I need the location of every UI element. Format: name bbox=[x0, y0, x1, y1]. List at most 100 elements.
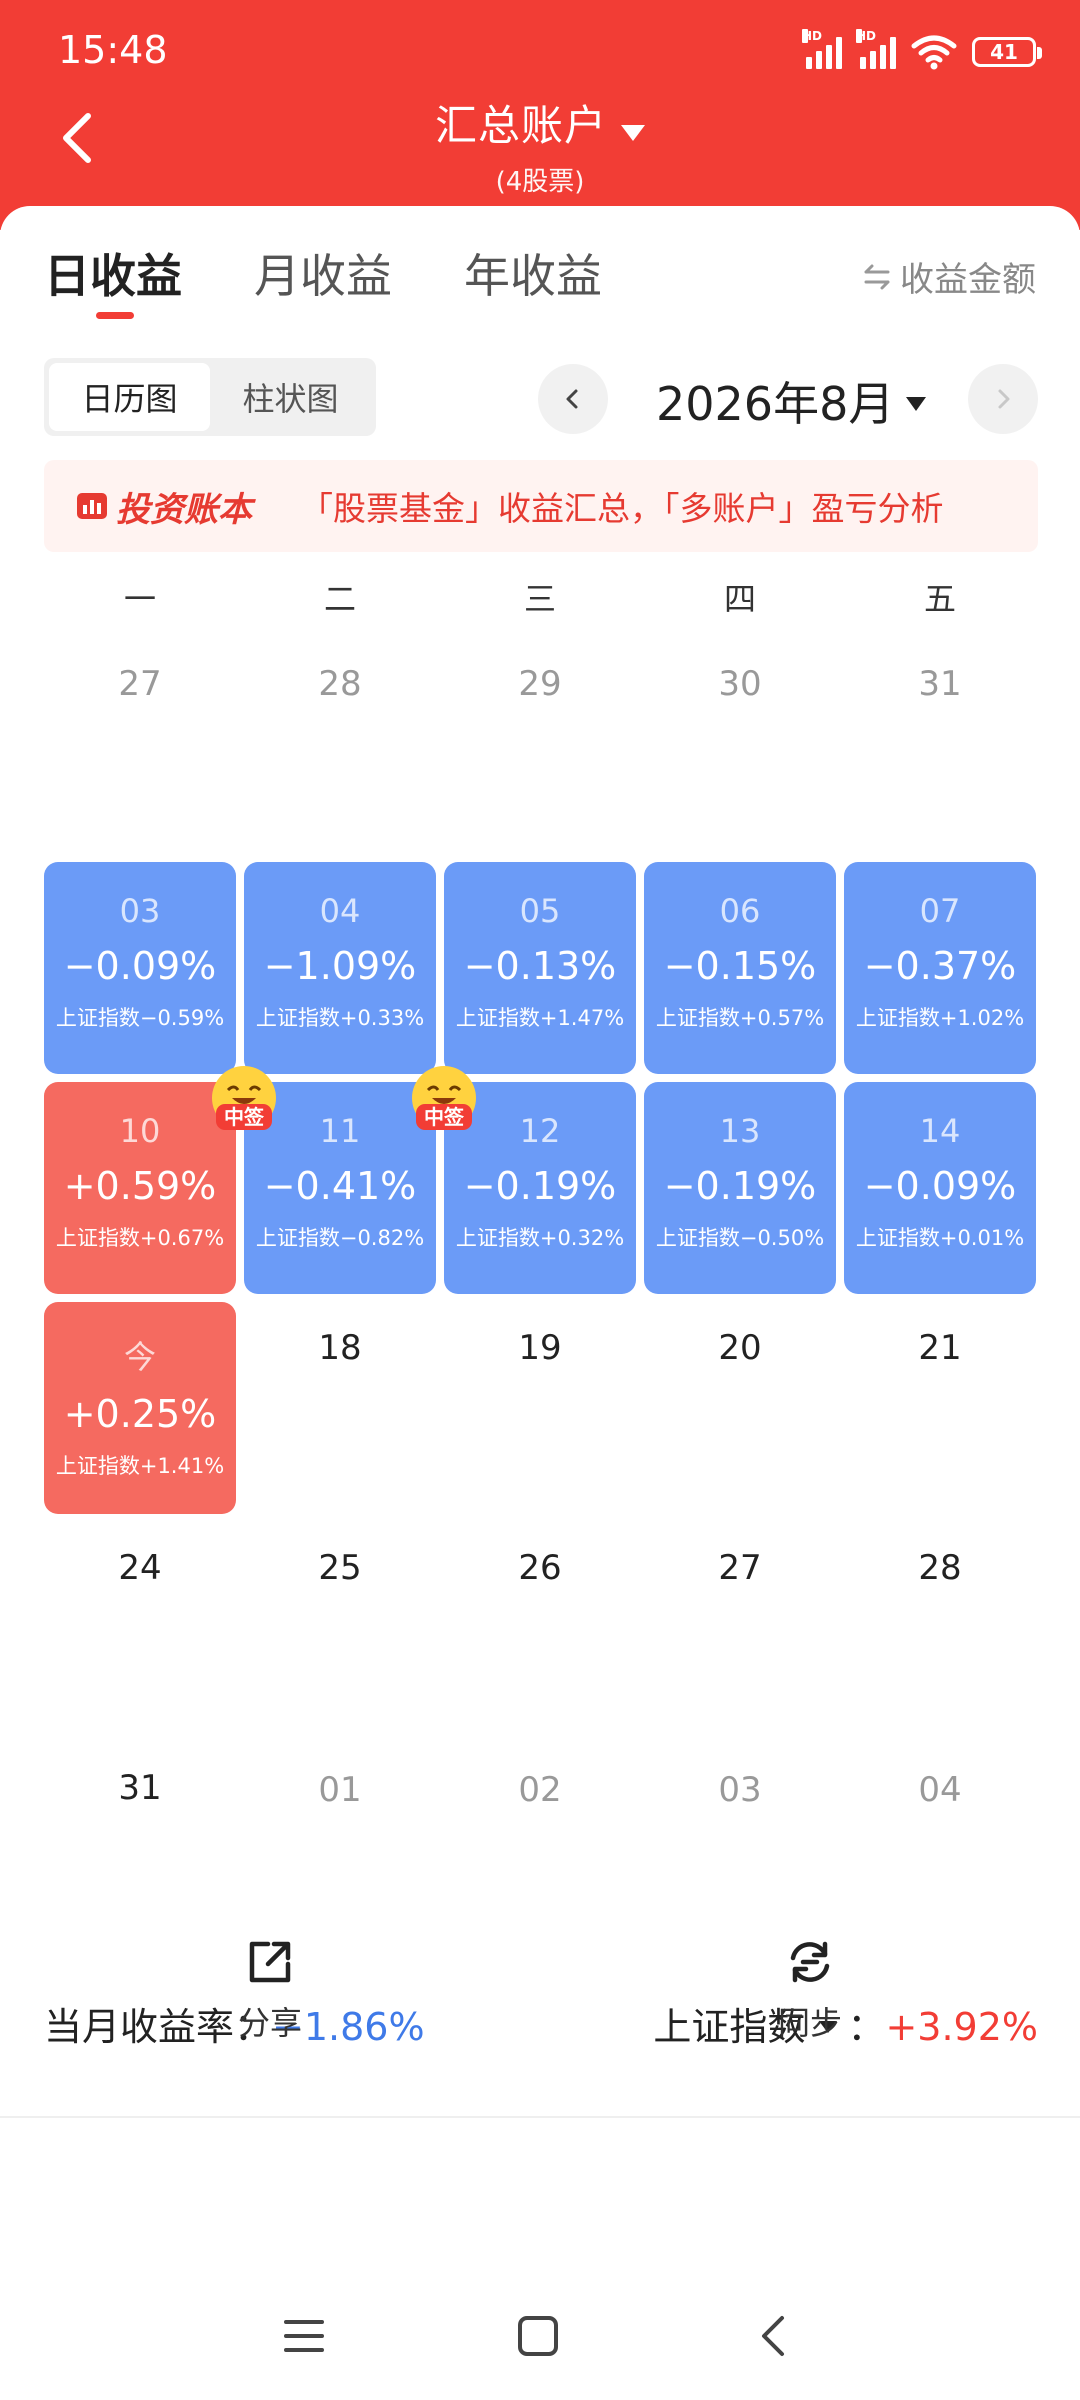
calendar-day-cell[interactable]: 03 bbox=[644, 1742, 836, 1954]
index-change: 上证指数+1.41% bbox=[55, 1454, 225, 1478]
calendar-day-cell[interactable]: 11 −0.41% 上证指数−0.82% bbox=[244, 1082, 436, 1294]
day-return: −0.13% bbox=[463, 944, 617, 988]
index-change: 上证指数+1.47% bbox=[455, 1006, 625, 1030]
tab-monthly[interactable]: 月收益 bbox=[254, 249, 392, 303]
monthly-summary: 当月收益率：−1.86% 上证指数 ：+3.92% bbox=[44, 1996, 1038, 2056]
calendar-day-cell[interactable]: 18 bbox=[244, 1302, 436, 1514]
calendar-day-cell[interactable]: 今 +0.25% 上证指数+1.41% bbox=[44, 1302, 236, 1514]
view-calendar-button[interactable]: 日历图 bbox=[49, 363, 210, 431]
calendar-day-cell[interactable]: 12 −0.19% 上证指数+0.32% bbox=[444, 1082, 636, 1294]
day-number: 18 bbox=[318, 1328, 362, 1368]
share-icon bbox=[249, 1941, 291, 1983]
tab-yearly[interactable]: 年收益 bbox=[464, 249, 602, 303]
calendar-day-cell[interactable]: 04 bbox=[844, 1742, 1036, 1954]
next-month-button[interactable] bbox=[968, 364, 1038, 434]
swap-arrows-icon bbox=[864, 264, 890, 289]
weekday-label: 四 bbox=[723, 580, 756, 618]
day-return: −0.09% bbox=[63, 944, 217, 988]
sync-label: 同步 bbox=[777, 2004, 842, 2042]
view-bar-button[interactable]: 柱状图 bbox=[242, 380, 339, 418]
calendar-day-cell[interactable]: 20 bbox=[644, 1302, 836, 1514]
index-change: 上证指数+0.67% bbox=[55, 1226, 225, 1250]
calendar-day-cell[interactable]: 27 bbox=[44, 636, 236, 848]
calendar-day-cell[interactable]: 29 bbox=[444, 636, 636, 848]
divider bbox=[0, 2116, 1080, 2118]
promo-banner[interactable]: 投资账本 「股票基金」收益汇总，「多账户」盈亏分析 bbox=[44, 460, 1038, 552]
calendar-day-cell[interactable]: 28 bbox=[844, 1522, 1036, 1734]
month-selector[interactable]: 2026年8月 bbox=[656, 368, 927, 434]
banner-logo-text: 投资账本 bbox=[116, 489, 252, 530]
day-number: 31 bbox=[118, 1768, 162, 1808]
calendar-day-cell[interactable]: 03 −0.09% 上证指数−0.59% bbox=[44, 862, 236, 1074]
chevron-right-icon bbox=[998, 389, 1010, 409]
day-number: 30 bbox=[718, 664, 762, 704]
calendar-day-cell[interactable]: 07 −0.37% 上证指数+1.02% bbox=[844, 862, 1036, 1074]
day-number: 02 bbox=[518, 1770, 562, 1810]
day-return: −0.41% bbox=[263, 1164, 417, 1208]
page-subtitle: (4股票) bbox=[495, 167, 585, 197]
day-number: 11 bbox=[319, 1112, 361, 1150]
day-number: 今 bbox=[123, 1338, 156, 1376]
day-return: −0.37% bbox=[863, 944, 1017, 988]
back-icon[interactable] bbox=[752, 2314, 796, 2358]
calendar-day-cell[interactable]: 25 bbox=[244, 1522, 436, 1734]
status-bar: 15:48 HD HD 41 bbox=[0, 0, 1080, 100]
calendar-day-cell[interactable]: 30 bbox=[644, 636, 836, 848]
battery-icon: 41 bbox=[972, 37, 1042, 67]
system-nav-bar bbox=[0, 2300, 1080, 2380]
day-number: 28 bbox=[318, 664, 362, 704]
weekday-label: 五 bbox=[923, 580, 956, 618]
calendar-day-cell[interactable]: 06 −0.15% 上证指数+0.57% bbox=[644, 862, 836, 1074]
amount-toggle-button[interactable]: 收益金额 bbox=[862, 252, 1036, 301]
day-number: 10 bbox=[119, 1112, 161, 1150]
lottery-win-badge: 中签 bbox=[424, 1105, 464, 1129]
day-number: 29 bbox=[518, 664, 562, 704]
calendar-day-cell[interactable]: 04 −1.09% 上证指数+0.33% bbox=[244, 862, 436, 1074]
index-change: 上证指数−0.59% bbox=[55, 1006, 225, 1030]
account-selector[interactable]: 汇总账户 (4股票) bbox=[0, 92, 1080, 198]
share-label: 分享 bbox=[237, 2004, 302, 2042]
calendar-day-cell[interactable]: 05 −0.13% 上证指数+1.47% bbox=[444, 862, 636, 1074]
day-number: 24 bbox=[118, 1548, 162, 1588]
home-icon[interactable] bbox=[516, 2314, 560, 2358]
content-card: 日收益 月收益 年收益 收益金额 日历图 柱状图 2026年8月 bbox=[0, 206, 1080, 2400]
index-change: 上证指数+1.02% bbox=[855, 1006, 1025, 1030]
calendar-day-cell[interactable]: 27 bbox=[644, 1522, 836, 1734]
calendar-day-cell[interactable]: 24 bbox=[44, 1522, 236, 1734]
calendar-day-cell[interactable]: 02 bbox=[444, 1742, 636, 1954]
index-return[interactable]: 上证指数 ：+3.92% bbox=[653, 1996, 1038, 2051]
calendar-day-cell[interactable]: 28 bbox=[244, 636, 436, 848]
day-number: 20 bbox=[718, 1328, 762, 1368]
menu-icon[interactable] bbox=[282, 2314, 326, 2358]
day-number: 13 bbox=[719, 1112, 761, 1150]
status-time: 15:48 bbox=[58, 28, 168, 72]
weekday-label: 二 bbox=[323, 580, 356, 618]
calendar-day-cell[interactable]: 14 −0.09% 上证指数+0.01% bbox=[844, 1082, 1036, 1294]
calendar-day-cell[interactable]: 01 bbox=[244, 1742, 436, 1954]
calendar-day-cell[interactable]: 13 −0.19% 上证指数−0.50% bbox=[644, 1082, 836, 1294]
month-label: 2026年8月 bbox=[656, 377, 895, 431]
prev-month-button[interactable] bbox=[538, 364, 608, 434]
back-arrow-icon[interactable] bbox=[50, 108, 110, 168]
ledger-logo-icon bbox=[77, 493, 107, 519]
calendar-day-cell[interactable]: 26 bbox=[444, 1522, 636, 1734]
tab-daily[interactable]: 日收益 bbox=[44, 240, 182, 319]
index-return-label: 上证指数 bbox=[653, 2005, 806, 2049]
index-change: 上证指数−0.50% bbox=[655, 1226, 825, 1250]
calendar-day-cell[interactable]: 19 bbox=[444, 1302, 636, 1514]
day-number: 21 bbox=[918, 1328, 962, 1368]
weekday-header: 一二三四五 bbox=[44, 574, 1044, 634]
day-number: 31 bbox=[918, 664, 962, 704]
caret-down-icon bbox=[621, 124, 645, 141]
calendar-day-cell[interactable]: 21 bbox=[844, 1302, 1036, 1514]
sync-button[interactable]: 同步 bbox=[710, 1936, 910, 2044]
month-return-label: 当月收益率： bbox=[44, 2005, 273, 2049]
day-return: +0.59% bbox=[63, 1164, 217, 1208]
weekday-label: 三 bbox=[523, 580, 556, 618]
share-button[interactable]: 分享 bbox=[170, 1936, 370, 2044]
day-number: 07 bbox=[919, 892, 961, 930]
calendar-day-cell[interactable]: 31 bbox=[844, 636, 1036, 848]
calendar-day-cell[interactable]: 10 +0.59% 上证指数+0.67% bbox=[44, 1082, 236, 1294]
calendar-day-cell[interactable]: 31 bbox=[44, 1742, 236, 1954]
weekday-label: 一 bbox=[123, 580, 156, 618]
